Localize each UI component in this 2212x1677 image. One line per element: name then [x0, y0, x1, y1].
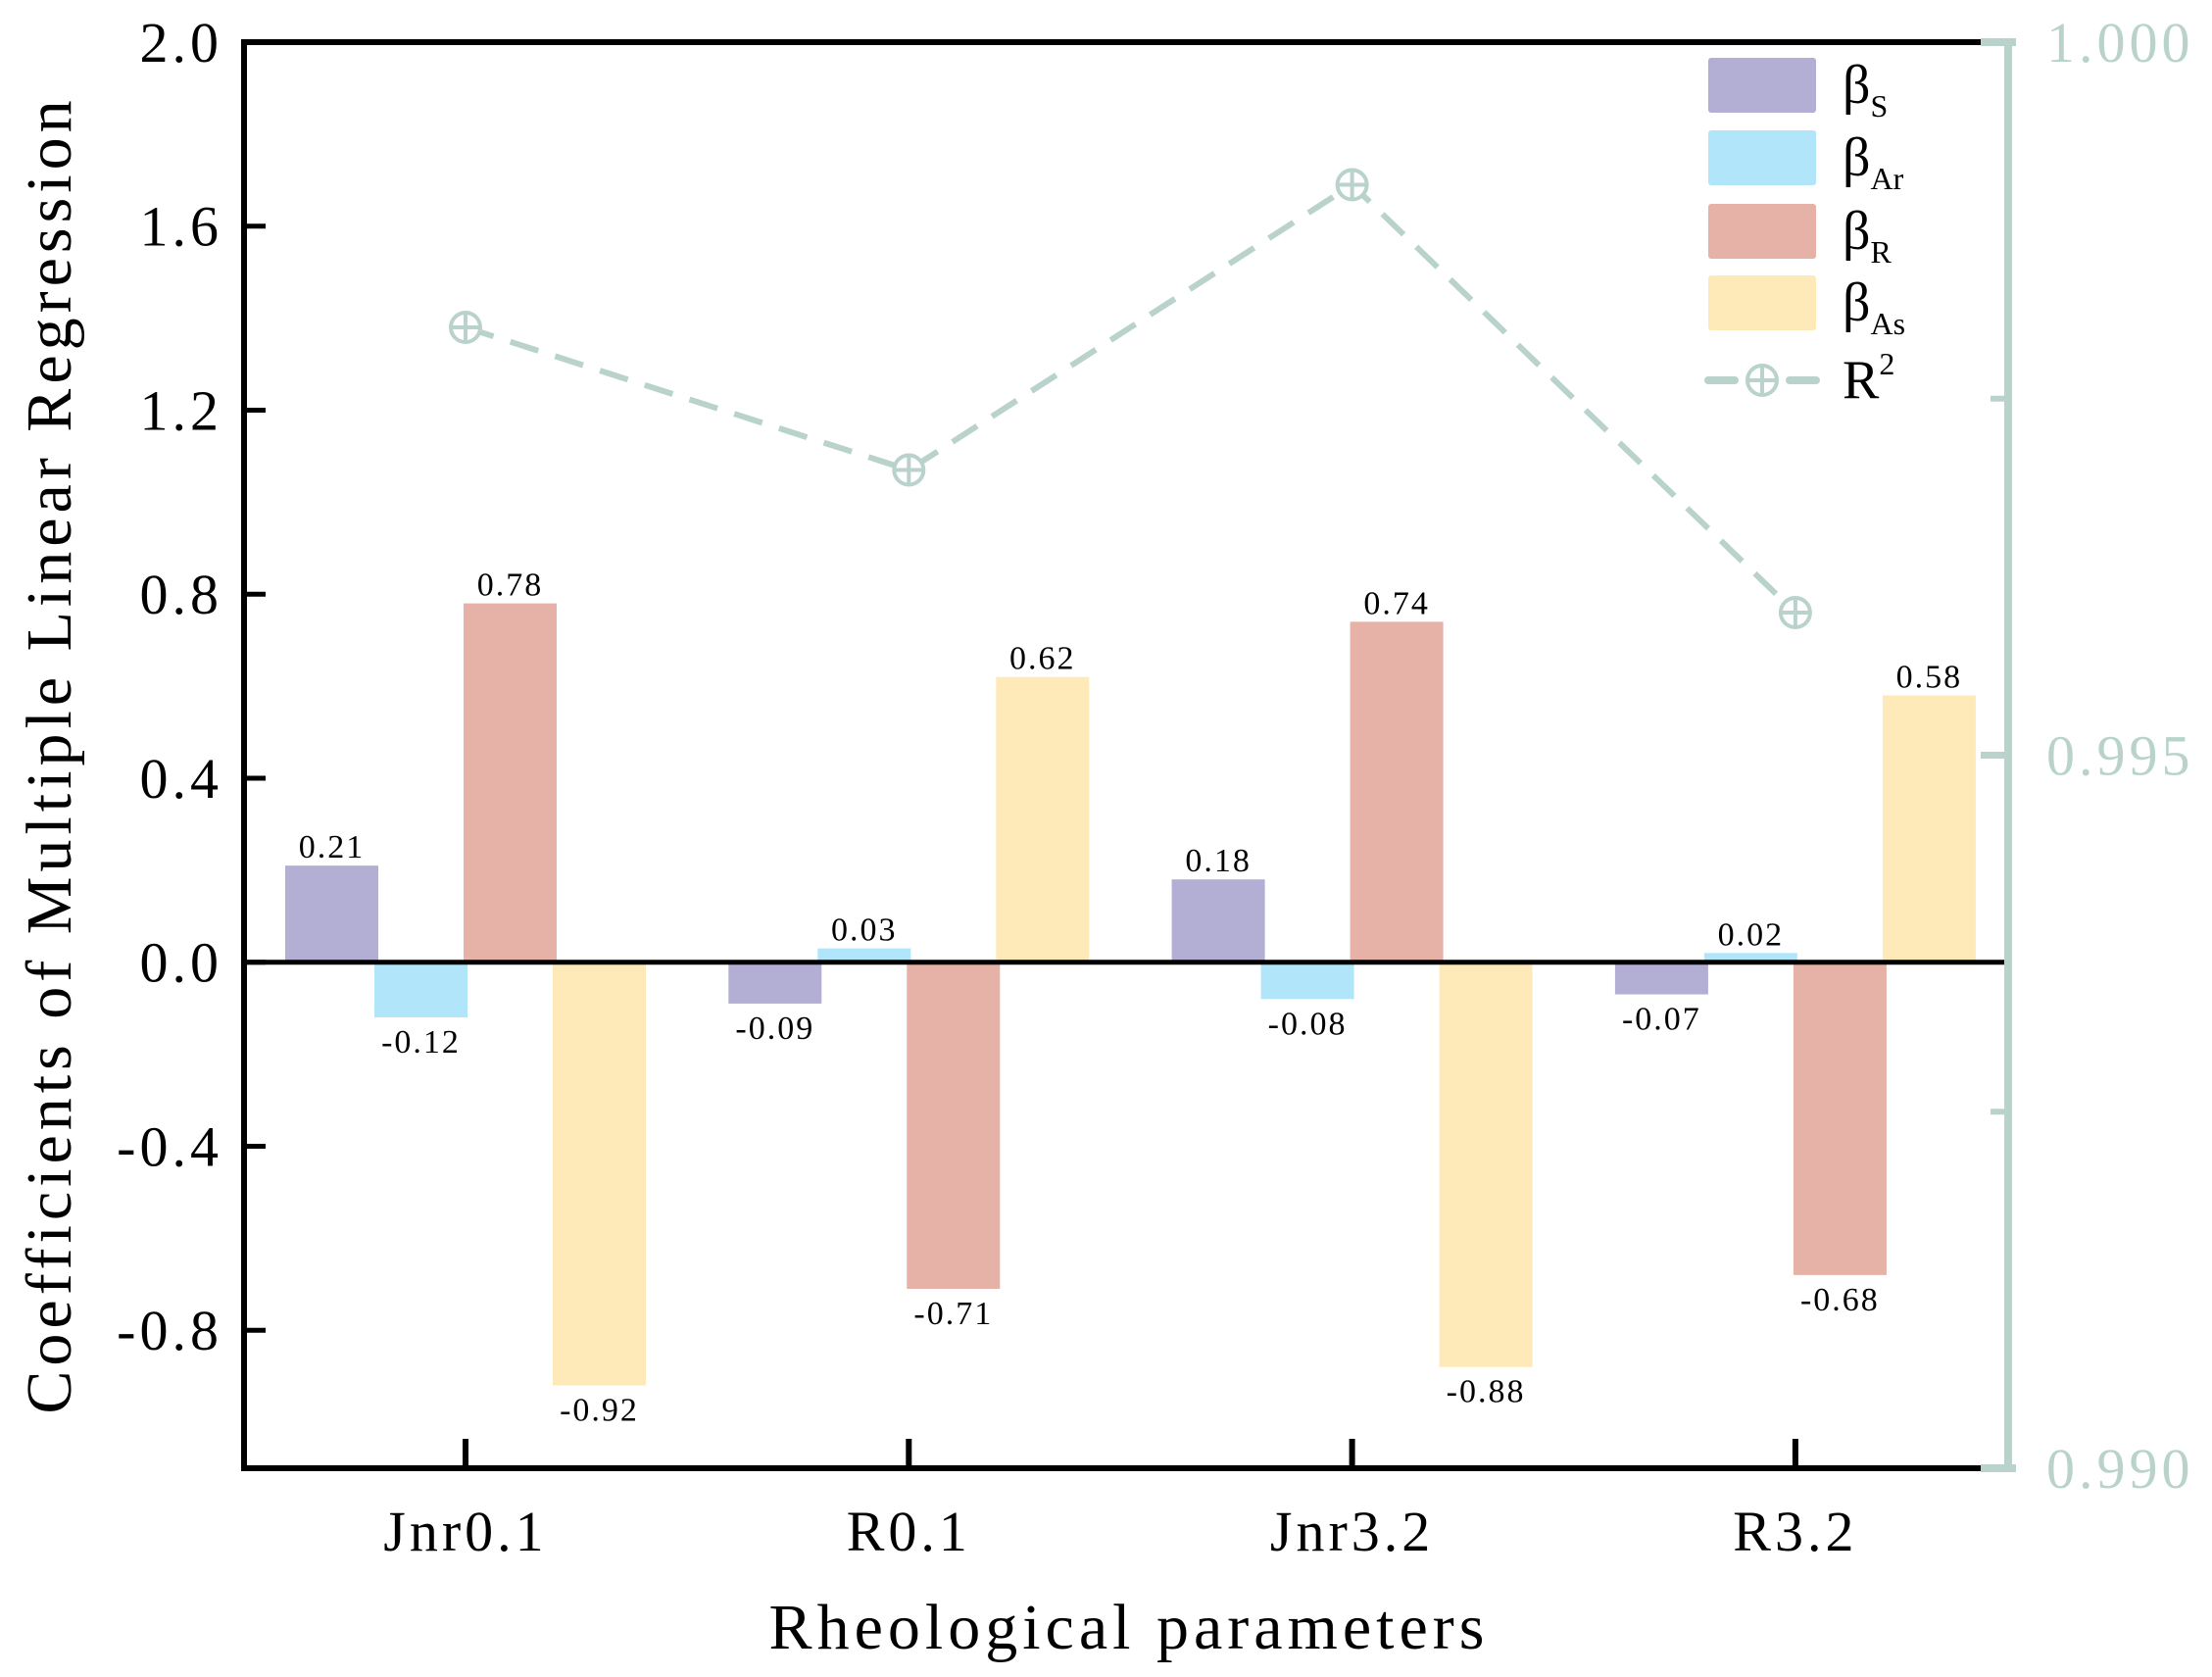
legend-swatch [1708, 275, 1816, 330]
labels-layer: 0.21 -0.09 0.18 -0.07 -0.12 0.03 -0.08 0.02 0.78… [299, 567, 1963, 1429]
y-tick-label: -0.8 [117, 1299, 222, 1362]
legend-item-Ar: βAr [1708, 127, 1904, 196]
y-tick-label: -0.4 [117, 1114, 222, 1178]
bar-R-Jnr3.2 [1350, 621, 1444, 962]
bar-R-R3.2 [1793, 962, 1887, 1275]
data-label: -0.71 [913, 1296, 993, 1332]
legend-label: R2 [1843, 346, 1894, 411]
legend-swatch [1708, 204, 1816, 259]
r2-line-layer [449, 168, 1812, 629]
y-tick-label: 0.8 [140, 563, 223, 626]
data-label: -0.92 [560, 1393, 639, 1429]
data-label: -0.68 [1800, 1282, 1880, 1318]
bar-Ar-R0.1 [817, 948, 911, 962]
legend-symbol: R [1843, 350, 1880, 411]
x-tick-label: Jnr0.1 [383, 1500, 547, 1563]
data-label: 0.78 [477, 567, 544, 604]
bar-S-R3.2 [1614, 962, 1708, 995]
bar-As-Jnr0.1 [553, 962, 646, 1386]
data-label: 0.03 [831, 912, 898, 949]
bar-R-R0.1 [907, 962, 1001, 1289]
legend-subscript: Ar [1871, 161, 1904, 196]
data-label: 0.18 [1185, 843, 1252, 879]
legend-item-As: βAs [1708, 272, 1905, 341]
right-y-tick-label: 0.990 [2046, 1437, 2194, 1501]
x-axis-title: Rheological parameters [769, 1592, 1490, 1663]
legend-superscript: 2 [1879, 346, 1894, 381]
y-tick-label: 1.6 [140, 195, 223, 259]
bar-As-Jnr3.2 [1439, 962, 1533, 1367]
data-label: 0.58 [1896, 659, 1963, 695]
bar-S-Jnr0.1 [285, 865, 378, 962]
y-tick-label: 1.2 [140, 378, 223, 442]
data-label: -0.12 [381, 1024, 461, 1060]
y-tick-label: 0.0 [140, 931, 223, 995]
data-label: -0.08 [1268, 1006, 1348, 1042]
bar-As-R0.1 [996, 676, 1090, 962]
right-y-tick-label: 1.000 [2046, 11, 2194, 74]
legend-label: βS [1843, 55, 1888, 123]
x-tick-label: Jnr3.2 [1270, 1500, 1434, 1563]
y-tick-label: 2.0 [140, 11, 223, 74]
data-label: -0.09 [735, 1011, 814, 1047]
legend-swatch [1708, 58, 1816, 113]
data-label: -0.07 [1622, 1002, 1701, 1038]
legend-subscript: R [1871, 234, 1892, 270]
bar-layer [285, 603, 1976, 1386]
data-label: 0.02 [1718, 916, 1785, 953]
legend-item-R: βR [1708, 201, 1892, 270]
bar-As-R3.2 [1882, 695, 1976, 962]
r2-line [465, 180, 1797, 616]
data-label: 0.21 [299, 829, 366, 865]
data-label: 0.62 [1009, 641, 1076, 677]
data-label: -0.88 [1447, 1374, 1526, 1410]
legend-label: βR [1843, 201, 1892, 270]
legend-label: βAr [1843, 127, 1904, 196]
bar-S-Jnr3.2 [1171, 879, 1265, 962]
x-tick-label: R3.2 [1733, 1500, 1857, 1563]
bar-Ar-Jnr0.1 [374, 962, 467, 1018]
legend-label: βAs [1843, 272, 1905, 341]
legend-subscript: As [1871, 306, 1906, 341]
legend-symbol: β [1843, 201, 1871, 262]
legend-symbol: β [1843, 127, 1871, 188]
y-axis-title: Coefficients of Multiple Linear Regressi… [14, 95, 85, 1413]
data-label: 0.74 [1363, 585, 1430, 621]
r2-point-Jnr0.1 [449, 311, 482, 344]
r2-point-R0.1 [892, 453, 926, 487]
bar-S-R0.1 [728, 962, 822, 1004]
legend-subscript: S [1871, 88, 1889, 123]
y-tick-label: 0.4 [140, 747, 223, 811]
bar-Ar-Jnr3.2 [1260, 962, 1354, 1000]
legend-symbol: β [1843, 55, 1871, 116]
legend-swatch [1708, 130, 1816, 185]
r2-point-Jnr3.2 [1335, 168, 1369, 202]
bar-R-Jnr0.1 [464, 603, 557, 962]
x-tick-label: R0.1 [847, 1500, 971, 1563]
legend-item-S: βS [1708, 55, 1888, 123]
right-y-tick-label: 0.995 [2046, 724, 2194, 788]
legend-item-r2: R2 [1704, 346, 1894, 411]
bar-Ar-R3.2 [1703, 953, 1797, 962]
legend-symbol: β [1843, 272, 1871, 333]
r2-point-R3.2 [1778, 596, 1812, 629]
legend-marker [1745, 364, 1779, 397]
axes: -0.8 -0.4 0.0 0.4 0.8 1.2 1.6 2.0 0.990 0.995 1.00… [117, 11, 2194, 1563]
